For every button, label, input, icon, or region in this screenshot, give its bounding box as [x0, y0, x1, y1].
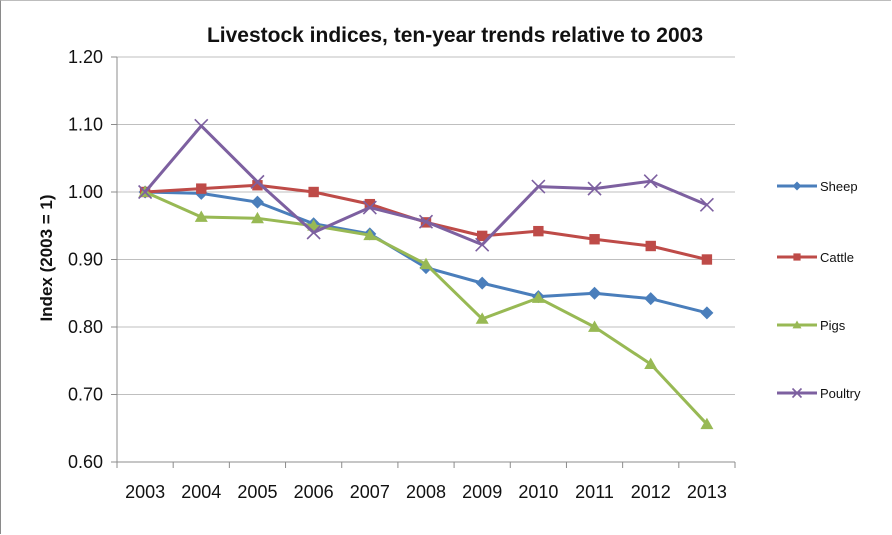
data-point	[589, 234, 600, 245]
y-tick-label: 1.00	[68, 182, 103, 202]
data-point	[363, 228, 377, 241]
data-point	[792, 181, 802, 191]
legend: Sheep Cattle Pigs Poultry	[777, 179, 861, 401]
legend-label: Poultry	[820, 386, 861, 401]
data-point	[791, 387, 803, 399]
series-poultry	[138, 118, 714, 252]
x-tick-label: 2005	[237, 482, 277, 502]
x-tick-label: 2008	[406, 482, 446, 502]
y-tick-label: 1.20	[68, 47, 103, 67]
data-point	[531, 179, 546, 194]
data-point	[250, 211, 264, 224]
data-point	[418, 214, 434, 229]
data-point	[364, 198, 376, 210]
data-point	[194, 118, 209, 133]
data-point	[793, 253, 801, 261]
data-point	[699, 197, 714, 212]
data-point	[475, 312, 489, 324]
y-tick-label: 0.80	[68, 317, 103, 337]
chart-title: Livestock indices, ten-year trends relat…	[207, 24, 703, 47]
data-point	[250, 195, 264, 209]
y-tick-label: 0.90	[68, 250, 103, 270]
y-axis-label: Index (2003 = 1)	[37, 194, 56, 321]
legend-label: Pigs	[820, 318, 846, 333]
data-point	[644, 357, 658, 369]
legend-item-poultry: Poultry	[777, 386, 861, 401]
data-point	[250, 174, 265, 189]
y-tick-label: 0.60	[68, 452, 103, 472]
data-point	[476, 230, 488, 242]
legend-label: Cattle	[820, 250, 854, 265]
data-point	[533, 225, 544, 237]
axes	[111, 56, 736, 468]
data-point	[306, 225, 321, 240]
data-point	[588, 320, 602, 332]
x-tick-label: 2010	[518, 482, 558, 502]
legend-item-cattle: Cattle	[777, 250, 854, 265]
data-point	[196, 183, 207, 194]
legend-item-pigs: Pigs	[777, 318, 846, 333]
data-point	[645, 240, 656, 252]
series-sheep	[138, 185, 714, 320]
x-tick-label: 2006	[294, 482, 334, 502]
data-point	[588, 286, 602, 300]
x-tick-label: 2012	[631, 482, 671, 502]
data-point	[475, 237, 490, 252]
data-point	[308, 186, 319, 198]
x-tick-label: 2007	[350, 482, 390, 502]
data-point	[138, 184, 153, 200]
data-point	[701, 254, 713, 265]
data-point	[362, 200, 377, 215]
y-tick-label: 1.10	[68, 115, 103, 135]
x-tick-label: 2011	[575, 482, 614, 502]
data-point	[644, 292, 658, 306]
data-point	[700, 417, 714, 430]
data-point	[252, 180, 263, 191]
data-point	[475, 276, 489, 290]
data-point	[700, 306, 714, 320]
data-point	[643, 174, 658, 189]
x-tick-labels: 2003 2004 2005 2006 2007 2008 2009 2010 2011 2012…	[125, 482, 727, 502]
data-point	[792, 320, 802, 329]
data-point	[587, 181, 602, 196]
y-tick-labels: 0.60 0.70 0.80 0.90 1.00 1.10 1.20	[68, 47, 103, 472]
data-point	[194, 210, 208, 222]
x-tick-label: 2004	[181, 482, 221, 502]
legend-label: Sheep	[820, 179, 858, 194]
series-group	[138, 118, 714, 430]
x-tick-label: 2013	[687, 482, 727, 502]
x-tick-label: 2003	[125, 482, 165, 502]
legend-item-sheep: Sheep	[777, 179, 858, 194]
data-point	[419, 257, 433, 270]
data-point	[531, 291, 545, 303]
x-tick-label: 2009	[462, 482, 502, 502]
y-tick-label: 0.70	[68, 385, 103, 405]
series-line	[145, 190, 708, 315]
